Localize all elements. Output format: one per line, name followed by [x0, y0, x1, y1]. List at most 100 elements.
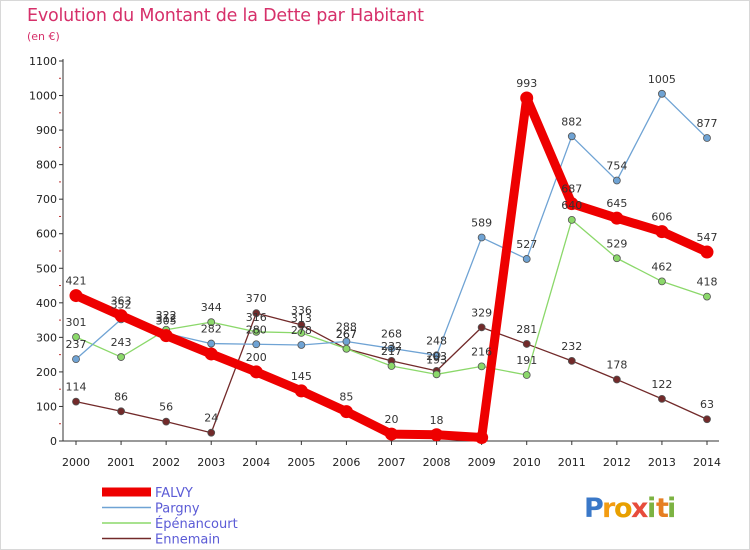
- data-label-epenancourt: 193: [426, 353, 447, 366]
- x-tick-label: 2003: [197, 456, 225, 469]
- x-tick-label: 2005: [287, 456, 315, 469]
- data-label-ennemain: 370: [246, 292, 267, 305]
- data-label-ennemain: 267: [336, 328, 357, 341]
- data-label-falvy: 606: [651, 211, 672, 224]
- data-point-epenancourt: [432, 370, 441, 379]
- data-label-falvy: 993: [516, 77, 537, 90]
- data-point-falvy: [565, 197, 579, 211]
- logo-letter: i: [647, 493, 656, 524]
- x-tick-label: 2004: [242, 456, 270, 469]
- data-label-pargny: 280: [246, 323, 267, 336]
- data-label-falvy: 18: [430, 414, 444, 427]
- data-label-ennemain: 336: [291, 304, 312, 317]
- data-point-pargny: [387, 344, 396, 353]
- data-point-falvy: [655, 225, 669, 239]
- data-label-ennemain: 114: [66, 381, 87, 394]
- data-point-pargny: [297, 341, 306, 349]
- y-tick-label: 200: [36, 366, 57, 379]
- data-label-epenancourt: 344: [201, 301, 222, 314]
- series-layer: [69, 89, 714, 445]
- data-point-falvy: [430, 428, 444, 442]
- data-point-falvy: [520, 91, 534, 105]
- legend-label: Pargny: [155, 502, 200, 517]
- data-point-epenancourt: [342, 344, 351, 353]
- y-tick-label: 700: [36, 193, 57, 206]
- data-label-pargny: 268: [381, 327, 402, 340]
- y-tick-label: 600: [36, 228, 57, 241]
- data-point-pargny: [477, 233, 486, 242]
- logo-letter: x: [631, 493, 648, 524]
- x-tick-label: 2002: [152, 456, 180, 469]
- data-label-falvy: 145: [291, 370, 312, 383]
- data-point-falvy: [204, 347, 218, 361]
- data-point-epenancourt: [477, 362, 486, 371]
- data-label-ennemain: 178: [606, 359, 627, 372]
- data-point-falvy: [249, 365, 263, 379]
- data-label-falvy: 547: [697, 231, 718, 244]
- data-label-falvy: 645: [606, 197, 627, 210]
- data-label-epenancourt: 418: [697, 276, 718, 289]
- data-point-falvy: [700, 245, 714, 259]
- data-point-falvy: [475, 431, 489, 445]
- data-point-falvy: [159, 329, 173, 343]
- data-point-epenancourt: [117, 353, 125, 361]
- data-label-pargny: 527: [516, 238, 537, 251]
- data-point-pargny: [522, 255, 531, 263]
- data-point-epenancourt: [567, 216, 576, 224]
- x-tick-label: 2013: [648, 456, 676, 469]
- data-point-epenancourt: [612, 254, 621, 263]
- data-label-falvy: 200: [246, 351, 267, 364]
- data-point-pargny: [342, 337, 351, 346]
- data-point-ennemain: [297, 321, 306, 329]
- data-label-epenancourt: 267: [336, 328, 357, 341]
- data-point-ennemain: [207, 428, 216, 437]
- data-label-ennemain: 24: [204, 412, 218, 425]
- data-label-pargny: 288: [336, 321, 357, 334]
- x-tick-label: 2001: [107, 456, 135, 469]
- data-label-pargny: 248: [426, 334, 447, 347]
- data-label-epenancourt: 640: [561, 199, 582, 212]
- data-point-falvy: [69, 289, 83, 303]
- data-point-pargny: [567, 132, 576, 141]
- data-point-falvy: [114, 309, 128, 323]
- x-tick-label: 2011: [558, 456, 586, 469]
- data-label-epenancourt: 217: [381, 345, 402, 358]
- data-label-epenancourt: 316: [246, 311, 267, 324]
- data-label-pargny: 312: [156, 312, 177, 325]
- data-label-epenancourt: 313: [291, 312, 312, 325]
- data-point-ennemain: [162, 417, 171, 426]
- data-point-pargny: [658, 89, 666, 98]
- data-label-ennemain: 122: [651, 378, 672, 391]
- data-label-falvy: 687: [561, 183, 582, 196]
- chart-subtitle: (en €): [27, 30, 60, 43]
- x-tick-label: 2000: [62, 456, 90, 469]
- data-label-epenancourt: 301: [66, 316, 87, 329]
- data-point-epenancourt: [297, 328, 306, 337]
- data-label-ennemain: 281: [516, 323, 537, 336]
- y-tick-label: 1000: [29, 90, 57, 103]
- data-label-pargny: 589: [471, 217, 492, 230]
- data-point-ennemain: [567, 356, 576, 365]
- data-point-ennemain: [612, 375, 621, 384]
- data-label-ennemain: 63: [700, 398, 714, 411]
- legend-label: FALVY: [155, 486, 193, 501]
- data-point-ennemain: [658, 394, 666, 403]
- y-tick-label: 100: [36, 400, 57, 413]
- y-tick-label: 0: [50, 435, 57, 448]
- data-label-pargny: 278: [291, 324, 312, 337]
- data-label-pargny: 877: [697, 117, 718, 130]
- data-point-ennemain: [117, 407, 125, 416]
- data-point-ennemain: [477, 323, 486, 332]
- y-tick-label: 500: [36, 262, 57, 275]
- y-tick-label: 800: [36, 159, 57, 172]
- data-label-falvy: 363: [111, 295, 132, 308]
- data-label-ennemain: 232: [561, 340, 582, 353]
- data-label-pargny: 754: [606, 160, 627, 173]
- data-label-ennemain: 329: [471, 306, 492, 319]
- data-label-falvy: 20: [385, 413, 399, 426]
- data-labels: 114 86 56 24 370 336 267 232 203 329 281 232 178 122 6…: [66, 73, 718, 427]
- data-label-ennemain: 56: [159, 401, 173, 414]
